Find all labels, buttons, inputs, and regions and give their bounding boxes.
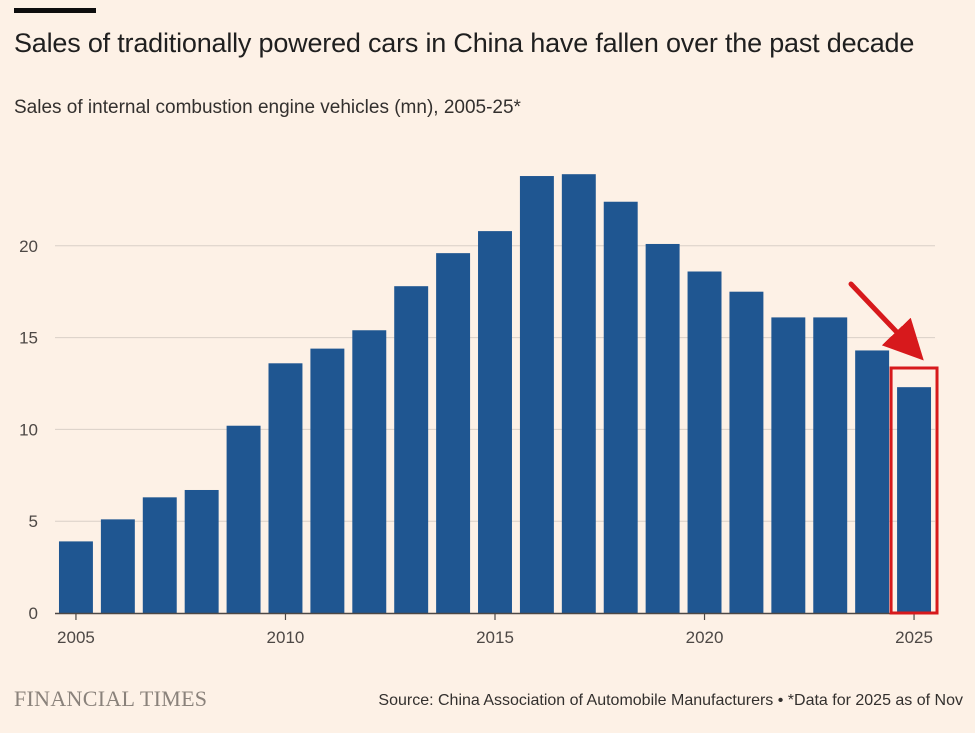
bar-2008 [184, 489, 219, 613]
bar-2025 [897, 387, 932, 613]
y-tick-label: 5 [29, 512, 38, 531]
bar-2020 [687, 271, 722, 613]
y-tick-label: 20 [19, 237, 38, 256]
y-tick-label: 0 [29, 604, 38, 623]
x-tick-label: 2010 [267, 628, 305, 647]
bar-2005 [58, 541, 93, 613]
source-note: Source: China Association of Automobile … [378, 692, 963, 709]
bar-2015 [478, 231, 512, 613]
bar-2018 [603, 201, 638, 613]
y-tick-label: 15 [19, 329, 38, 348]
highlight-box [889, 366, 939, 615]
bar-2014 [436, 253, 471, 614]
annotations [848, 281, 939, 615]
bar-2011 [310, 348, 345, 613]
brand-top-bar [14, 8, 96, 13]
x-tick-label: 2015 [476, 628, 514, 647]
bar-2019 [645, 243, 680, 614]
bar-2024 [855, 350, 890, 613]
bar-2013 [394, 286, 429, 613]
highlight-arrow [848, 281, 924, 361]
bar-2010 [268, 363, 303, 613]
ft-logo: FINANCIAL TIMES [14, 686, 208, 711]
bar-2006 [100, 519, 135, 613]
bar-2022 [771, 317, 806, 613]
y-tick-label: 10 [19, 420, 38, 439]
bar-2023 [813, 317, 848, 613]
bar-2012 [352, 330, 387, 613]
axes: 0 5 10 15 20 2005 2010 2015 2020 2025 [19, 237, 935, 647]
x-tick-label: 2025 [895, 628, 933, 647]
chart-title: Sales of traditionally powered cars in C… [14, 28, 915, 58]
bar-2007 [142, 497, 177, 613]
x-tick-label: 2020 [686, 628, 724, 647]
bars [58, 174, 932, 614]
bar-2021 [729, 291, 764, 613]
bar-2009 [226, 425, 261, 613]
x-tick-label: 2005 [57, 628, 95, 647]
chart-subtitle: Sales of internal combustion engine vehi… [14, 97, 521, 118]
bar-2017 [561, 174, 596, 614]
bar-2016 [519, 176, 554, 614]
